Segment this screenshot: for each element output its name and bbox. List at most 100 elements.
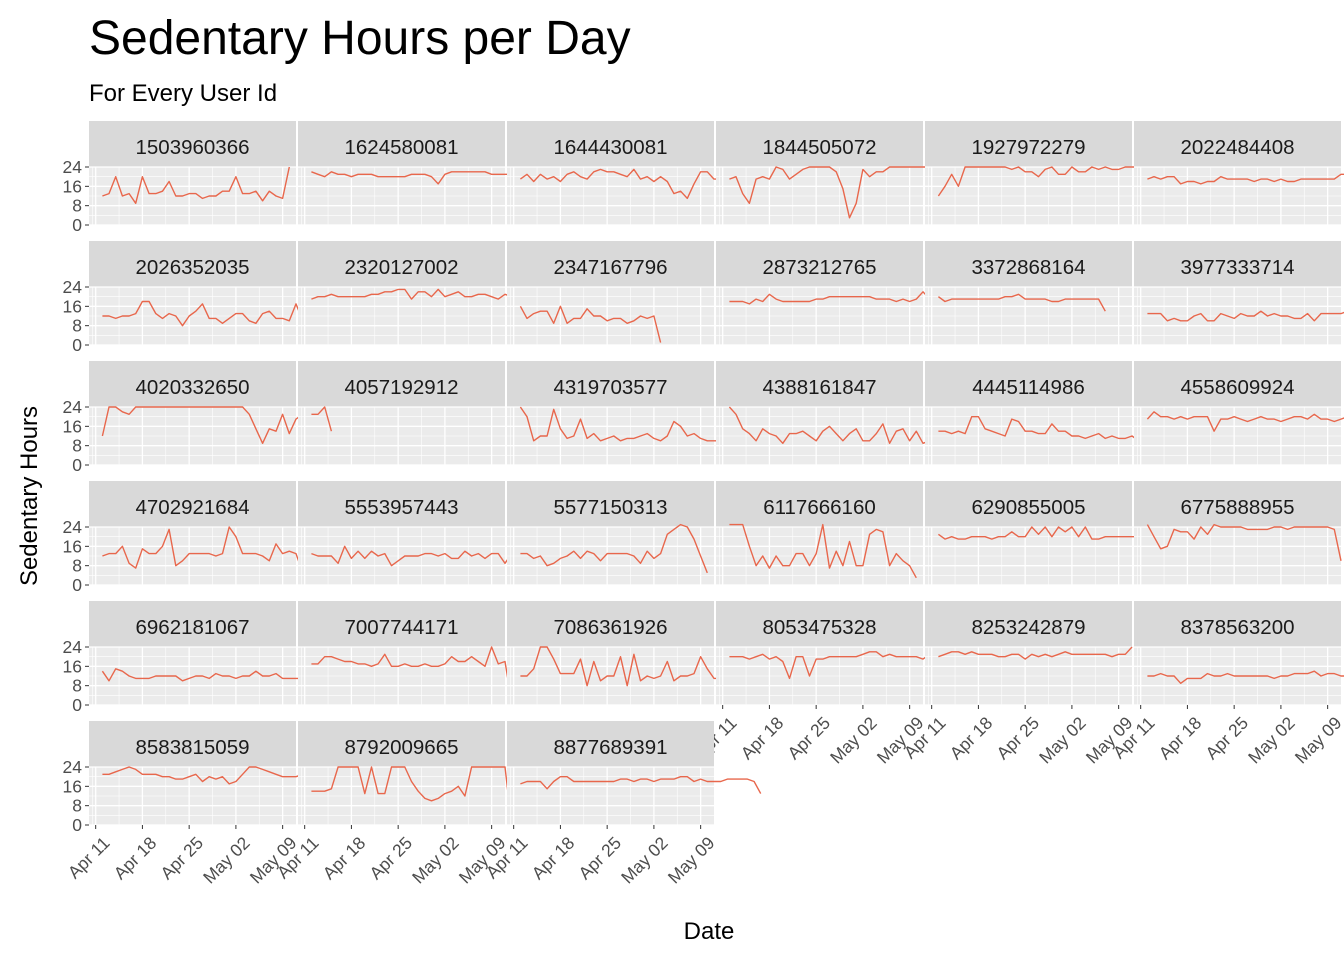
facet-panel: 2347167796 (507, 241, 714, 346)
series-line (1147, 310, 1344, 322)
series-line (520, 646, 742, 694)
facet-strip-label: 4388161847 (762, 376, 876, 399)
x-tick-label: May 02 (408, 833, 463, 888)
series-line (938, 416, 1166, 449)
facet-strip-label: 3372868164 (971, 256, 1085, 279)
series-line (1147, 173, 1344, 185)
chart-title: Sedentary Hours per Day (89, 12, 631, 65)
facet-strip (716, 601, 923, 647)
facet-strip-label: 6290855005 (971, 496, 1085, 519)
x-tick-label: Apr 11 (64, 833, 114, 883)
x-tick-label: May 02 (199, 833, 254, 888)
y-tick-label: 16 (63, 296, 82, 316)
series-line (728, 406, 957, 444)
x-tick-label: Apr 25 (783, 713, 834, 764)
series-line (311, 288, 533, 310)
facet-panel: 5577150313 (507, 481, 714, 586)
series-line (519, 168, 749, 200)
facet-panel: 7086361926 (507, 601, 742, 706)
series-line (729, 523, 917, 579)
series-line (937, 166, 1160, 197)
facet-strip-label: 2026352035 (135, 256, 249, 279)
x-tick-label: Apr 18 (946, 713, 997, 764)
facet-strip (716, 121, 923, 167)
series-line (311, 545, 533, 576)
facet-strip-label: 8583815059 (135, 736, 249, 759)
facet-strip (89, 121, 296, 167)
facet-panel: 4319703577 (507, 361, 735, 466)
y-tick-label: 24 (63, 277, 83, 297)
facet-strip (507, 361, 714, 407)
series-line (729, 166, 938, 219)
facet-strip (507, 481, 714, 527)
y-tick-label: 8 (72, 196, 82, 216)
facet-strip-label: 4057192912 (344, 376, 458, 399)
y-tick-label: 24 (63, 397, 83, 417)
series-line (729, 291, 964, 317)
facet-strip-label: 6962181067 (135, 616, 249, 639)
facet-strip (925, 601, 1132, 647)
facet-panel: 2873212765 (716, 241, 964, 346)
facet-strip (89, 481, 296, 527)
y-tick-label: 0 (72, 335, 82, 355)
x-tick-label: Apr 25 (992, 713, 1043, 764)
facet-panel: 1644430081 (507, 121, 749, 226)
y-tick-label: 8 (72, 676, 82, 696)
facet-strip (89, 361, 296, 407)
facet-panel: 1624580081 (298, 121, 533, 226)
facet-strip (298, 601, 505, 647)
x-tick-label: Apr 25 (1201, 713, 1252, 764)
facet-strip (1134, 121, 1341, 167)
facet-strip (1134, 601, 1341, 647)
facet-panel: 4558609924 (1134, 361, 1344, 466)
x-tick-label: Apr 25 (574, 833, 625, 884)
facet-strip-label: 2320127002 (344, 256, 458, 279)
y-tick-label: 8 (72, 796, 82, 816)
series-line (519, 406, 735, 463)
facet-strip-label: 1624580081 (344, 136, 458, 159)
y-tick-label: 8 (72, 316, 82, 336)
facet-strip-label: 8792009665 (344, 736, 458, 759)
facet-strip (507, 601, 714, 647)
y-tick-label: 24 (63, 157, 83, 177)
x-tick-label: Apr 25 (365, 833, 416, 884)
y-tick-label: 24 (63, 637, 83, 657)
y-tick-label: 24 (63, 517, 83, 537)
facet-strip (89, 241, 296, 287)
facet-strip-label: 7007744171 (344, 616, 458, 639)
facet-strip-label: 6775888955 (1180, 496, 1294, 519)
facet-panel: 3977333714 (1134, 241, 1344, 346)
series-line (520, 776, 762, 794)
x-tick-label: May 02 (826, 713, 881, 768)
series-line (102, 300, 310, 331)
facet-strip (507, 721, 714, 767)
x-tick-label: May 02 (1035, 713, 1090, 768)
y-axis-title: Sedentary Hours (16, 406, 43, 586)
x-tick-label: Apr 18 (319, 833, 370, 884)
facet-strip (925, 121, 1132, 167)
facet-strip-label: 5553957443 (344, 496, 458, 519)
series-line (1146, 411, 1344, 432)
series-line (102, 526, 304, 574)
y-tick-label: 0 (72, 215, 82, 235)
y-tick-label: 0 (72, 455, 82, 475)
series-line (520, 523, 708, 574)
series-line (1147, 670, 1344, 684)
series-line (311, 766, 513, 826)
chart-subtitle: For Every User Id (89, 80, 277, 107)
facet-strip-label: 8877689391 (553, 736, 667, 759)
facet-strip-label: 1844505072 (762, 136, 876, 159)
facet-strip-label: 2873212765 (762, 256, 876, 279)
facet-strip-label: 8378563200 (1180, 616, 1294, 639)
facet-strip (89, 601, 296, 647)
facet-strip-label: 4558609924 (1180, 376, 1294, 399)
y-tick-label: 0 (72, 815, 82, 835)
y-tick-label: 16 (63, 416, 82, 436)
